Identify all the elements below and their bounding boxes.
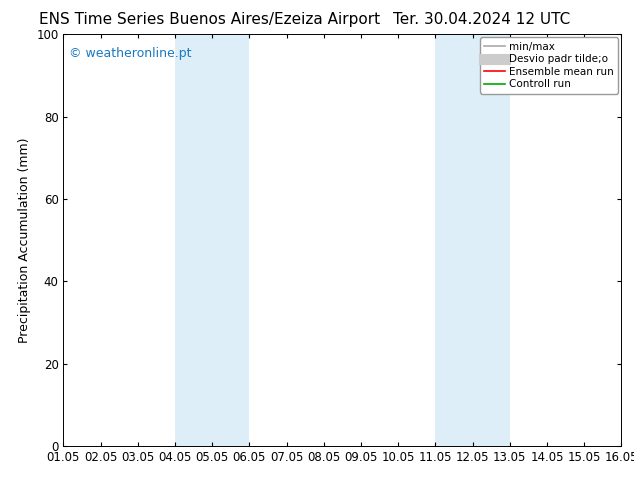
Y-axis label: Precipitation Accumulation (mm): Precipitation Accumulation (mm): [18, 137, 30, 343]
Text: ENS Time Series Buenos Aires/Ezeiza Airport: ENS Time Series Buenos Aires/Ezeiza Airp…: [39, 12, 380, 27]
Text: Ter. 30.04.2024 12 UTC: Ter. 30.04.2024 12 UTC: [393, 12, 571, 27]
Bar: [175, 34, 249, 446]
Bar: [436, 34, 510, 446]
Legend: min/max, Desvio padr tilde;o, Ensemble mean run, Controll run: min/max, Desvio padr tilde;o, Ensemble m…: [480, 37, 618, 94]
Text: © weatheronline.pt: © weatheronline.pt: [69, 47, 191, 60]
